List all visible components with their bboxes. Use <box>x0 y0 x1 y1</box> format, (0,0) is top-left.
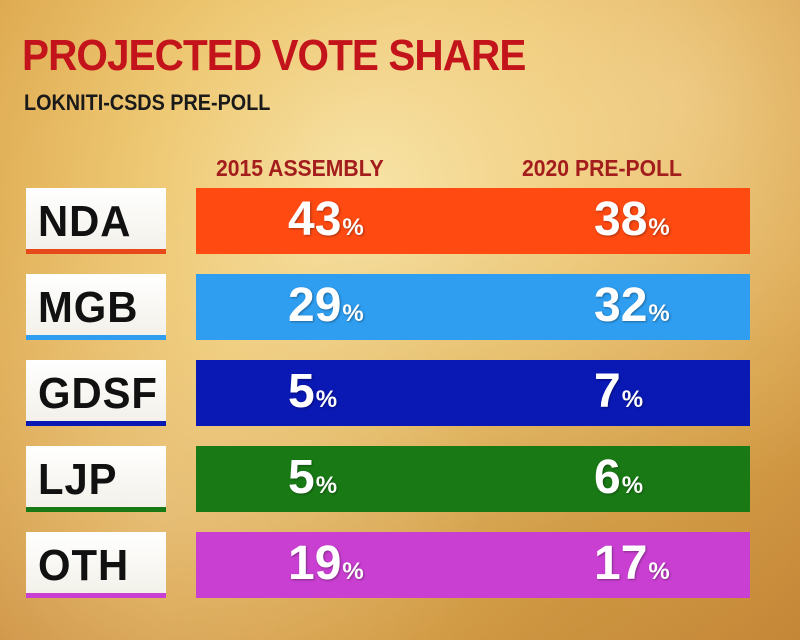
value-number: 38 <box>594 193 648 246</box>
percent-sign: % <box>315 472 338 499</box>
value-2020: 38% <box>594 196 670 244</box>
value-2015: 29% <box>288 282 364 330</box>
table-row: GDSF 5% 7% <box>0 360 800 432</box>
party-bar: 43% 38% <box>196 188 750 254</box>
value-2015: 5% <box>288 368 337 416</box>
percent-sign: % <box>342 558 364 585</box>
percent-sign: % <box>315 386 338 413</box>
value-2020: 6% <box>594 454 643 502</box>
percent-sign: % <box>621 472 644 499</box>
percent-sign: % <box>342 214 364 241</box>
value-number: 19 <box>288 537 342 590</box>
party-label: MGB <box>38 283 139 332</box>
percent-sign: % <box>648 214 670 241</box>
table-row: LJP 5% 6% <box>0 446 800 518</box>
value-number: 5 <box>288 451 315 504</box>
percent-sign: % <box>621 386 644 413</box>
value-number: 5 <box>288 365 315 418</box>
party-label-card: NDA <box>26 188 166 254</box>
party-label-card: MGB <box>26 274 166 340</box>
party-bar: 29% 32% <box>196 274 750 340</box>
value-2015: 5% <box>288 454 337 502</box>
percent-sign: % <box>648 300 670 327</box>
value-number: 7 <box>594 365 621 418</box>
column-header-2020: 2020 PRE-POLL <box>522 155 682 181</box>
value-number: 17 <box>594 537 648 590</box>
chart-title: PROJECTED VOTE SHARE <box>22 31 526 80</box>
table-row: OTH 19% 17% <box>0 532 800 604</box>
value-2020: 32% <box>594 282 670 330</box>
party-bar: 5% 6% <box>196 446 750 512</box>
value-2015: 43% <box>288 196 364 244</box>
party-label-card: LJP <box>26 446 166 512</box>
percent-sign: % <box>648 558 670 585</box>
party-label-card: OTH <box>26 532 166 598</box>
table-row: MGB 29% 32% <box>0 274 800 346</box>
chart-subtitle: LOKNITI-CSDS PRE-POLL <box>24 90 271 115</box>
party-label-card: GDSF <box>26 360 166 426</box>
value-number: 43 <box>288 193 342 246</box>
value-number: 32 <box>594 279 648 332</box>
party-label: LJP <box>38 455 118 504</box>
party-label: OTH <box>38 541 130 590</box>
party-label: GDSF <box>38 369 158 418</box>
value-2015: 19% <box>288 540 364 588</box>
party-label: NDA <box>38 197 132 246</box>
party-bar: 5% 7% <box>196 360 750 426</box>
percent-sign: % <box>342 300 364 327</box>
value-2020: 7% <box>594 368 643 416</box>
party-bar: 19% 17% <box>196 532 750 598</box>
value-2020: 17% <box>594 540 670 588</box>
table-row: NDA 43% 38% <box>0 188 800 260</box>
value-number: 6 <box>594 451 621 504</box>
value-number: 29 <box>288 279 342 332</box>
column-header-2015: 2015 ASSEMBLY <box>216 155 384 181</box>
